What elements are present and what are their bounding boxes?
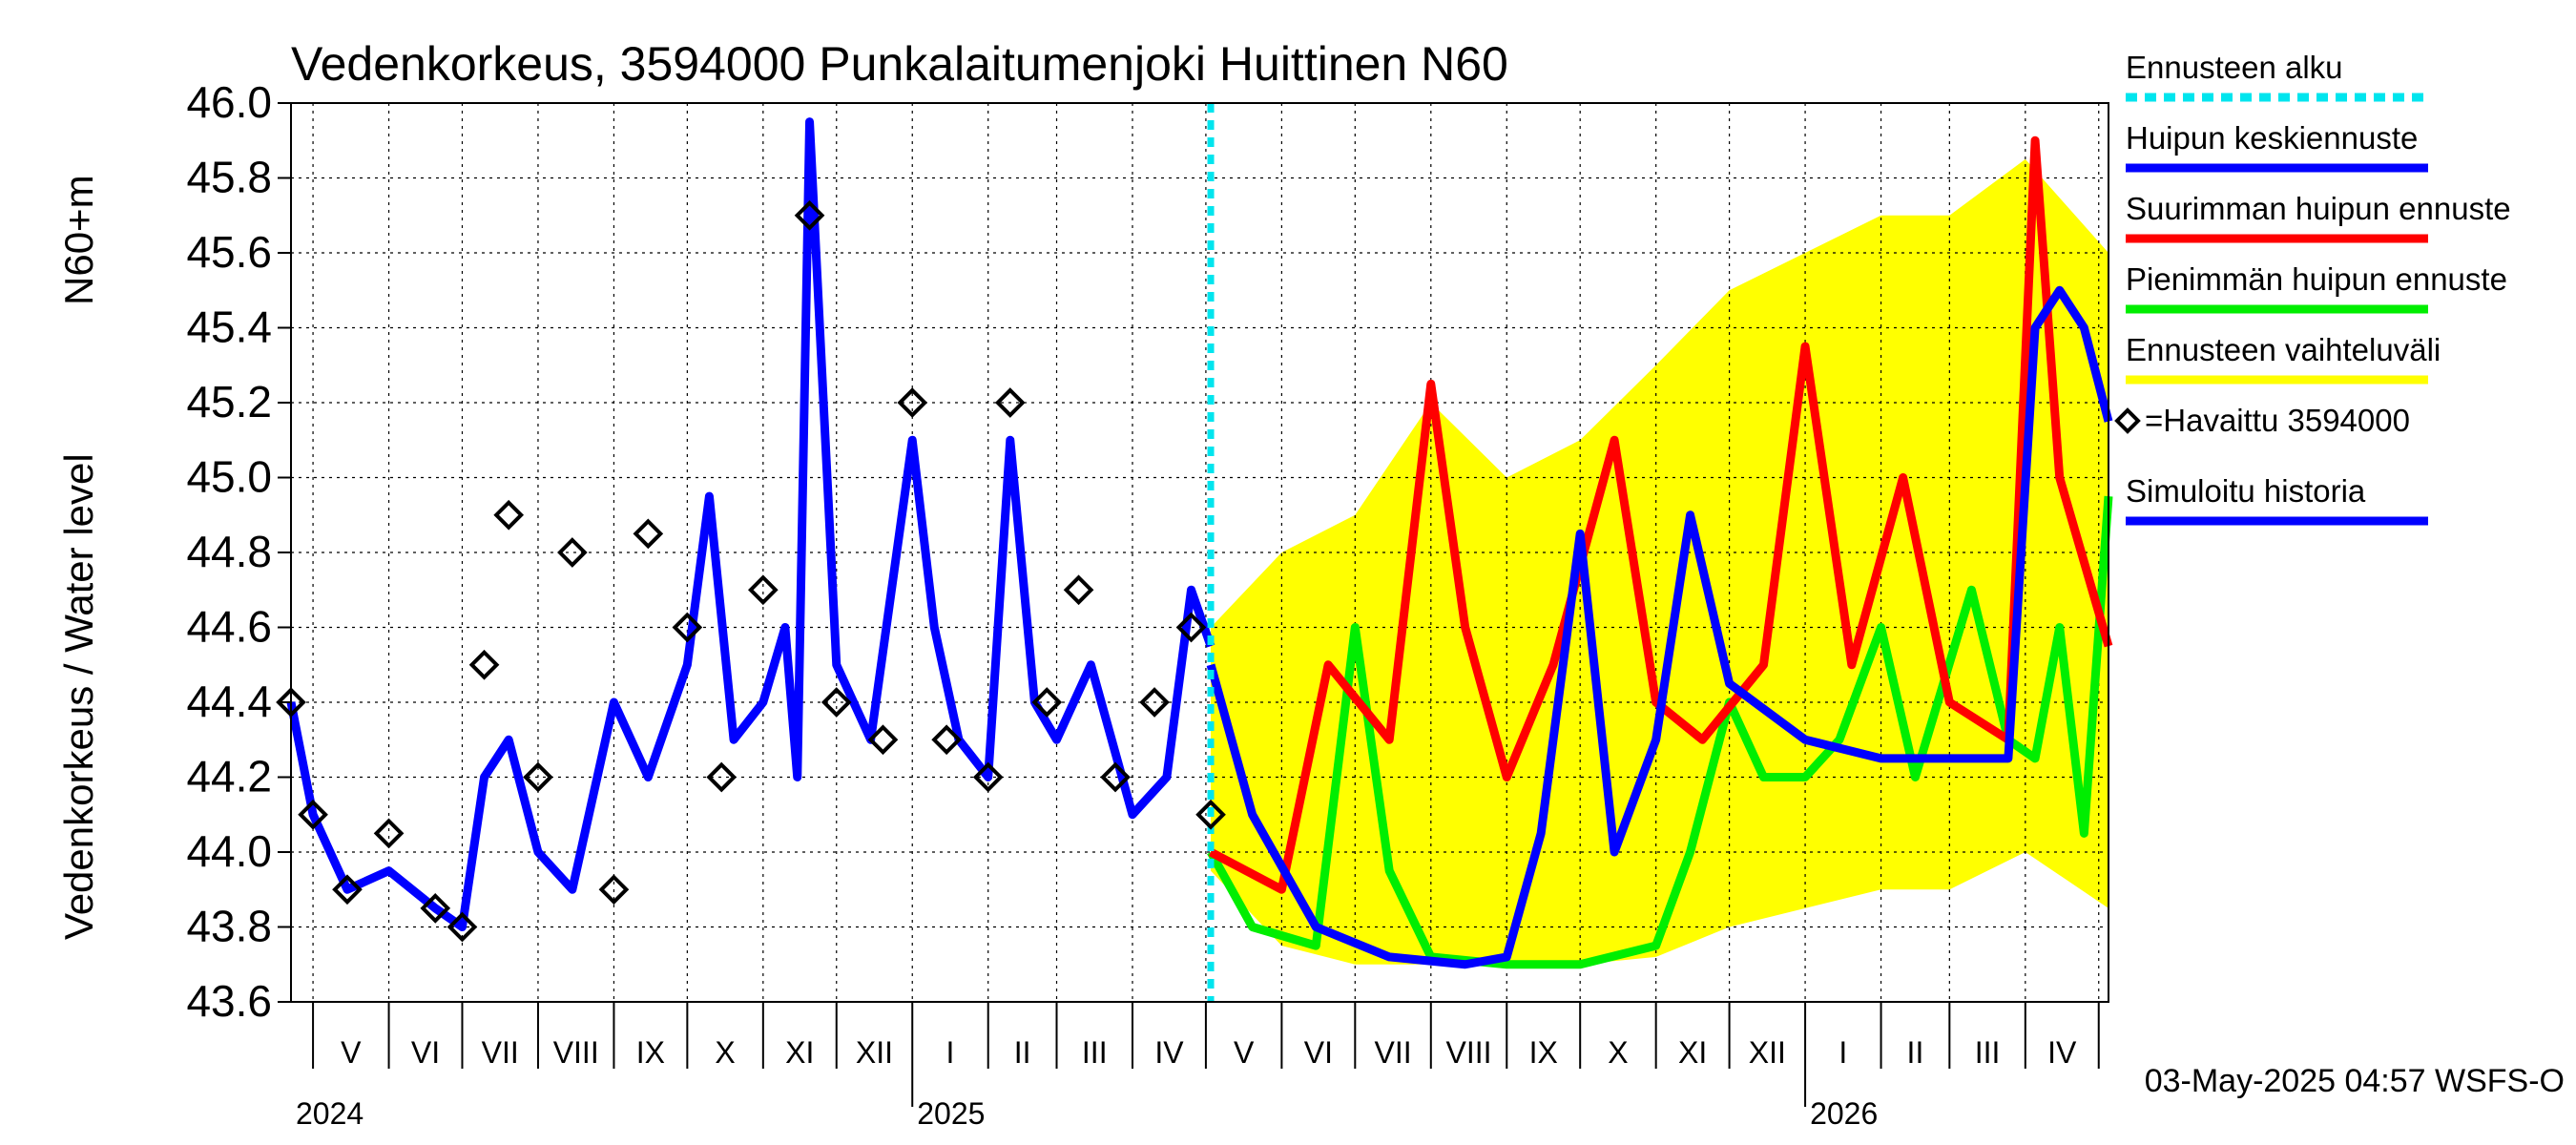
month-label: X <box>1608 1035 1628 1070</box>
y-tick-label: 43.8 <box>186 902 272 951</box>
month-label: IV <box>1154 1035 1184 1070</box>
observed-point <box>1100 761 1131 793</box>
observed-point <box>1195 799 1226 830</box>
year-label: 2025 <box>917 1096 985 1131</box>
observed-point <box>557 537 588 568</box>
timestamp-label: 03-May-2025 04:57 WSFS-O <box>2145 1063 2565 1099</box>
legend-swatch-marker <box>2114 407 2141 434</box>
month-label: X <box>715 1035 735 1070</box>
series-line <box>1206 285 2113 969</box>
month-label: IV <box>2047 1035 2077 1070</box>
observed-point <box>523 761 553 793</box>
observed-point <box>748 574 779 606</box>
observed-point <box>897 387 928 418</box>
legend-label: Pienimmän huipun ennuste <box>2126 261 2507 297</box>
y-tick-label: 43.6 <box>186 976 272 1026</box>
month-label: VII <box>482 1035 519 1070</box>
month-label: I <box>946 1035 955 1070</box>
legend-label: Ennusteen vaihteluväli <box>2126 332 2441 367</box>
y-axis: 43.6 43.8 44.0 44.2 44.4 44.6 44.8 45.0 45.2 45.4… <box>186 77 291 1026</box>
chart-title: Vedenkorkeus, 3594000 Punkalaitumenjoki … <box>291 37 1508 91</box>
observed-point <box>468 649 500 680</box>
legend-label: =Havaittu 3594000 <box>2145 403 2410 438</box>
month-label: V <box>1234 1035 1255 1070</box>
observed-point <box>1139 687 1170 718</box>
month-label: IX <box>1529 1035 1558 1070</box>
month-label: VI <box>411 1035 440 1070</box>
observed-point <box>1031 687 1063 718</box>
observed-point <box>332 874 363 906</box>
y-tick-label: 46.0 <box>186 77 272 127</box>
observed-point <box>493 499 525 531</box>
month-label: II <box>1907 1035 1924 1070</box>
y-axis-label: Vedenkorkeus / Water level <box>56 453 101 940</box>
legend-label: Simuloitu historia <box>2126 473 2366 509</box>
month-label: I <box>1839 1035 1847 1070</box>
forecast-range-area <box>1211 158 2109 965</box>
y-tick-label: 45.6 <box>186 227 272 277</box>
y-tick-label: 45.2 <box>186 377 272 427</box>
month-label: V <box>341 1035 362 1070</box>
month-label: III <box>1082 1035 1108 1070</box>
y-tick-label: 45.8 <box>186 153 272 202</box>
month-label: XII <box>1749 1035 1786 1070</box>
series-line <box>1208 135 2113 894</box>
series-line <box>1207 495 2113 969</box>
observed-point <box>821 687 852 718</box>
month-label: II <box>1014 1035 1031 1070</box>
month-label: VIII <box>1446 1035 1492 1070</box>
month-label: XI <box>1678 1035 1707 1070</box>
month-label: XII <box>856 1035 893 1070</box>
observed-point <box>994 387 1026 418</box>
y-tick-label: 45.4 <box>186 302 272 352</box>
observed-point <box>972 761 1004 793</box>
observed-point <box>706 761 737 793</box>
y-tick-label: 44.8 <box>186 527 272 576</box>
observed-point <box>794 199 825 231</box>
y-axis-unit: N60+m <box>56 175 101 305</box>
legend-label: Suurimman huipun ennuste <box>2126 191 2511 226</box>
series-layer <box>286 103 2113 1002</box>
month-label: VII <box>1374 1035 1411 1070</box>
year-label: 2024 <box>296 1096 364 1131</box>
month-label: IX <box>636 1035 665 1070</box>
month-label: XI <box>785 1035 814 1070</box>
observed-point <box>867 724 899 756</box>
legend-label: Huipun keskiennuste <box>2126 120 2418 156</box>
y-tick-label: 44.0 <box>186 826 272 876</box>
observed-point <box>298 799 328 830</box>
year-label: 2026 <box>1810 1096 1878 1131</box>
observed-point <box>931 724 962 756</box>
y-tick-label: 44.4 <box>186 677 272 726</box>
series-line <box>286 117 1215 931</box>
legend: Ennusteen alku Huipun keskiennuste Suurimm… <box>2114 50 2511 526</box>
y-tick-label: 44.6 <box>186 602 272 652</box>
observed-point <box>420 893 451 924</box>
observed-point <box>1175 612 1207 643</box>
y-tick-label: 44.2 <box>186 752 272 802</box>
y-tick-label: 45.0 <box>186 452 272 502</box>
observed-point <box>672 612 703 643</box>
observed-point <box>633 518 664 550</box>
month-label: VI <box>1304 1035 1333 1070</box>
observed-point <box>373 818 405 849</box>
forecast-band-layer <box>1211 158 2109 965</box>
month-label: VIII <box>553 1035 599 1070</box>
legend-label: Ennusteen alku <box>2126 50 2343 85</box>
observed-point <box>598 874 630 906</box>
month-label: III <box>1975 1035 2001 1070</box>
observed-point <box>1063 574 1094 606</box>
observed-point <box>447 911 478 943</box>
marker-layer <box>276 199 1226 943</box>
x-axis: V VI VII VIII IX X XI XII I II III IV V VI VII VIII IX X X… <box>296 1002 2100 1131</box>
